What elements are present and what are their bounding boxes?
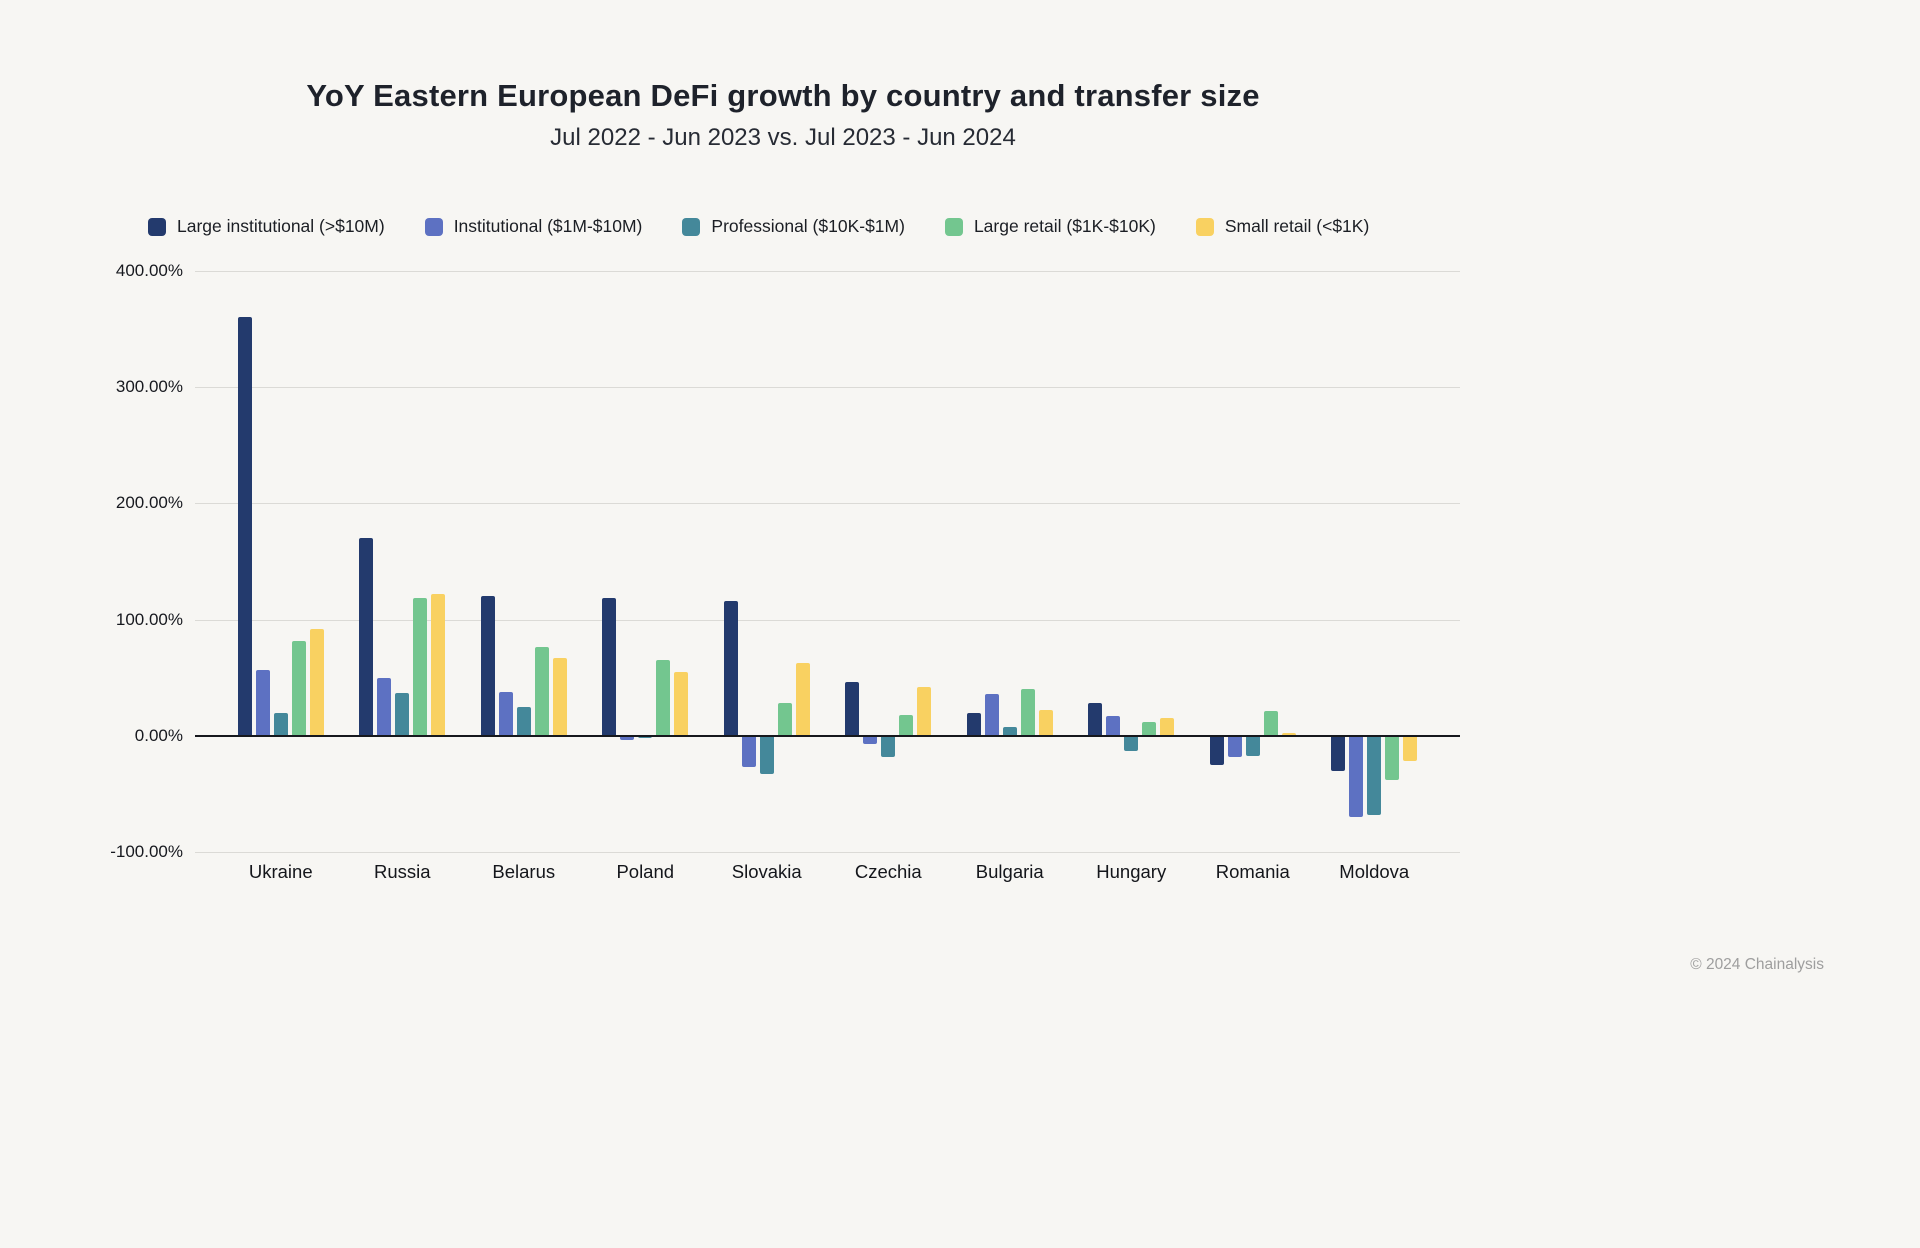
bar-czechia-large-retail-1k-10k: [899, 714, 914, 736]
bar-belarus-institutional-1m-10m: [498, 691, 513, 736]
bar-moldova-small-retail-1k: [1403, 735, 1418, 762]
bar-bulgaria-large-institutional-10m: [966, 712, 981, 736]
chart-title: YoY Eastern European DeFi growth by coun…: [306, 78, 1260, 113]
bar-russia-institutional-1m-10m: [377, 677, 392, 736]
bar-bulgaria-small-retail-1k: [1038, 710, 1053, 736]
legend: Large institutional (>$10M) Institutional…: [148, 216, 1369, 237]
bar-romania-large-institutional-10m: [1209, 735, 1224, 765]
bar-ukraine-institutional-1m-10m: [255, 669, 270, 736]
legend-item-institutional-1m-10m: Institutional ($1M-$10M): [424, 216, 643, 237]
bar-ukraine-large-retail-1k-10k: [291, 640, 306, 736]
bar-czechia-small-retail-1k: [917, 686, 932, 736]
bar-moldova-large-institutional-10m: [1331, 735, 1346, 771]
bar-belarus-large-retail-1k-10k: [534, 647, 549, 736]
y-tick-label: 300.00%: [115, 377, 183, 397]
bar-belarus-professional-10k-1m: [516, 706, 531, 736]
legend-swatch-icon: [944, 217, 963, 236]
bar-hungary-institutional-1m-10m: [1106, 716, 1121, 736]
bar-hungary-small-retail-1k: [1160, 718, 1175, 736]
y-tick-label: 200.00%: [115, 493, 183, 513]
bar-moldova-large-retail-1k-10k: [1385, 735, 1400, 780]
bar-slovakia-large-institutional-10m: [723, 601, 738, 736]
bar-romania-small-retail-1k: [1281, 733, 1296, 736]
bar-romania-large-retail-1k-10k: [1263, 711, 1278, 736]
bar-poland-professional-10k-1m: [638, 735, 653, 739]
chart-figure: YoY Eastern European DeFi growth by coun…: [0, 0, 1566, 882]
x-category-label-russia: Russia: [373, 861, 431, 882]
gridline: [195, 271, 1460, 272]
bar-ukraine-small-retail-1k: [309, 628, 324, 736]
bar-belarus-large-institutional-10m: [480, 596, 495, 736]
legend-item-small-retail-1k: Small retail (<$1K): [1195, 216, 1370, 237]
legend-item-professional-10k-1m: Professional ($10K-$1M): [682, 216, 905, 237]
gridline: [195, 852, 1460, 853]
x-category-label-slovakia: Slovakia: [731, 861, 802, 882]
bar-belarus-small-retail-1k: [552, 657, 567, 736]
bar-russia-small-retail-1k: [431, 594, 446, 736]
plot-area: [195, 271, 1460, 853]
bar-poland-institutional-1m-10m: [620, 735, 635, 741]
bar-poland-large-retail-1k-10k: [656, 660, 671, 736]
bar-bulgaria-institutional-1m-10m: [984, 693, 999, 736]
bar-slovakia-small-retail-1k: [795, 662, 810, 736]
x-category-label-czechia: Czechia: [854, 861, 922, 882]
legend-swatch-icon: [424, 217, 443, 236]
bar-bulgaria-large-retail-1k-10k: [1020, 689, 1035, 736]
legend-label: Small retail (<$1K): [1224, 216, 1370, 236]
legend-swatch-icon: [148, 217, 166, 236]
bar-czechia-large-institutional-10m: [845, 682, 860, 736]
y-tick-label: -100.00%: [110, 842, 183, 861]
bar-slovakia-large-retail-1k-10k: [777, 703, 792, 736]
x-axis: Ukraine Russia Belarus Poland Slovakia Czechi…: [220, 861, 1435, 891]
bar-czechia-institutional-1m-10m: [863, 735, 878, 744]
bar-russia-large-institutional-10m: [359, 538, 374, 736]
bar-poland-large-institutional-10m: [602, 597, 617, 736]
y-tick-label: 100.00%: [115, 609, 183, 629]
bar-bulgaria-professional-10k-1m: [1002, 726, 1017, 736]
bar-moldova-professional-10k-1m: [1367, 735, 1382, 815]
legend-item-large-retail-1k-10k: Large retail ($1K-$10K): [944, 216, 1156, 237]
legend-item-large-institutional-10m: Large institutional (>$10M): [148, 216, 385, 237]
y-axis: 400.00% 300.00% 200.00% 100.00% 0.00% -100.00…: [0, 261, 183, 861]
bar-slovakia-professional-10k-1m: [759, 735, 774, 775]
bar-russia-large-retail-1k-10k: [413, 597, 428, 736]
x-category-label-hungary: Hungary: [1096, 861, 1167, 882]
x-category-label-poland: Poland: [616, 861, 675, 882]
plot-band: [220, 271, 1435, 852]
y-tick-label: 400.00%: [115, 261, 183, 280]
legend-label: Large retail ($1K-$10K): [973, 216, 1156, 236]
bar-hungary-large-retail-1k-10k: [1142, 721, 1157, 736]
bar-hungary-professional-10k-1m: [1124, 735, 1139, 751]
x-category-label-bulgaria: Bulgaria: [975, 861, 1044, 882]
bar-romania-institutional-1m-10m: [1227, 735, 1242, 757]
bar-moldova-institutional-1m-10m: [1349, 735, 1364, 818]
gridline: [195, 503, 1460, 505]
x-category-label-moldova: Moldova: [1339, 861, 1410, 882]
gridline: [195, 387, 1460, 389]
x-category-label-belarus: Belarus: [492, 861, 556, 882]
legend-swatch-icon: [682, 217, 701, 236]
copyright: © 2024 Chainalysis: [1690, 956, 1824, 973]
bar-slovakia-institutional-1m-10m: [741, 735, 756, 768]
bar-ukraine-professional-10k-1m: [273, 712, 288, 736]
chart-subtitle: Jul 2022 - Jun 2023 vs. Jul 2023 - Jun 2…: [550, 124, 1016, 151]
legend-label: Institutional ($1M-$10M): [453, 216, 643, 236]
x-category-label-romania: Romania: [1215, 861, 1290, 882]
bar-czechia-professional-10k-1m: [881, 735, 896, 757]
bar-hungary-large-institutional-10m: [1088, 703, 1103, 736]
zero-axis-line: [195, 734, 1460, 737]
gridline: [195, 619, 1460, 621]
y-tick-label: 0.00%: [134, 725, 183, 745]
legend-swatch-icon: [1195, 217, 1214, 236]
bar-romania-professional-10k-1m: [1245, 735, 1260, 756]
bar-ukraine-large-institutional-10m: [237, 317, 252, 736]
x-category-label-ukraine: Ukraine: [248, 861, 313, 882]
bar-russia-professional-10k-1m: [395, 692, 410, 736]
legend-label: Large institutional (>$10M): [177, 216, 385, 236]
legend-label: Professional ($10K-$1M): [711, 216, 905, 236]
bar-poland-small-retail-1k: [674, 671, 689, 736]
